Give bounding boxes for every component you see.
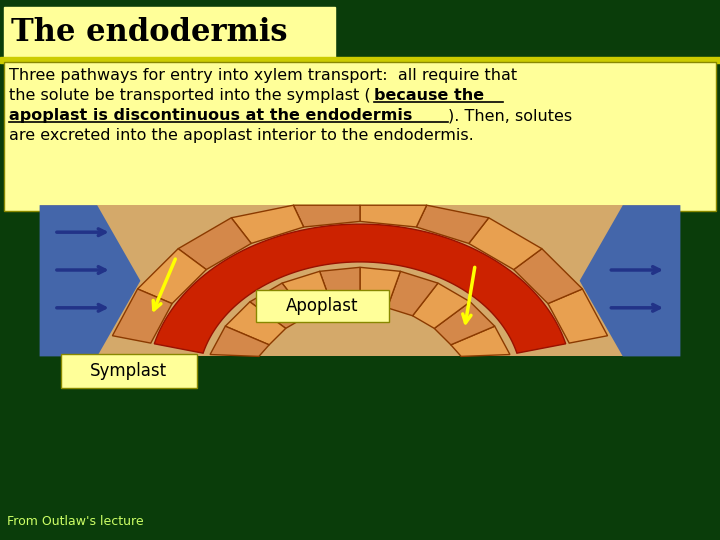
Polygon shape — [138, 249, 207, 303]
Polygon shape — [225, 302, 286, 345]
Polygon shape — [451, 326, 510, 356]
FancyBboxPatch shape — [256, 290, 389, 322]
Polygon shape — [178, 218, 251, 269]
FancyBboxPatch shape — [4, 62, 716, 211]
Text: Apoplast: Apoplast — [287, 297, 359, 315]
Polygon shape — [548, 289, 608, 343]
Polygon shape — [282, 271, 333, 316]
Polygon shape — [387, 271, 438, 316]
Text: apoplast is discontinuous at the endodermis: apoplast is discontinuous at the endoder… — [9, 108, 412, 123]
Polygon shape — [434, 302, 495, 345]
Polygon shape — [210, 326, 269, 356]
Text: Three pathways for entry into xylem transport:  all require that: Three pathways for entry into xylem tran… — [9, 68, 517, 83]
Text: The endodermis: The endodermis — [11, 17, 287, 48]
Polygon shape — [112, 289, 172, 343]
Polygon shape — [320, 267, 360, 308]
Polygon shape — [413, 283, 470, 328]
FancyBboxPatch shape — [61, 354, 197, 388]
Text: ). Then, solutes: ). Then, solutes — [448, 108, 572, 123]
Polygon shape — [360, 205, 427, 227]
Polygon shape — [360, 267, 400, 308]
Polygon shape — [293, 205, 360, 227]
Polygon shape — [580, 205, 680, 356]
Text: Symplast: Symplast — [90, 362, 168, 380]
Text: are excreted into the apoplast interior to the endodermis.: are excreted into the apoplast interior … — [9, 128, 473, 143]
Polygon shape — [513, 249, 582, 303]
FancyBboxPatch shape — [4, 7, 335, 57]
Polygon shape — [250, 283, 307, 328]
Polygon shape — [40, 205, 140, 356]
Polygon shape — [154, 224, 566, 353]
Polygon shape — [231, 205, 304, 244]
FancyBboxPatch shape — [40, 205, 680, 356]
Text: From Outlaw's lecture: From Outlaw's lecture — [7, 515, 144, 528]
Bar — [0, 57, 720, 63]
Text: the solute be transported into the symplast (: the solute be transported into the sympl… — [9, 88, 370, 103]
Polygon shape — [416, 205, 489, 244]
Polygon shape — [469, 218, 542, 269]
Text: because the: because the — [374, 88, 484, 103]
